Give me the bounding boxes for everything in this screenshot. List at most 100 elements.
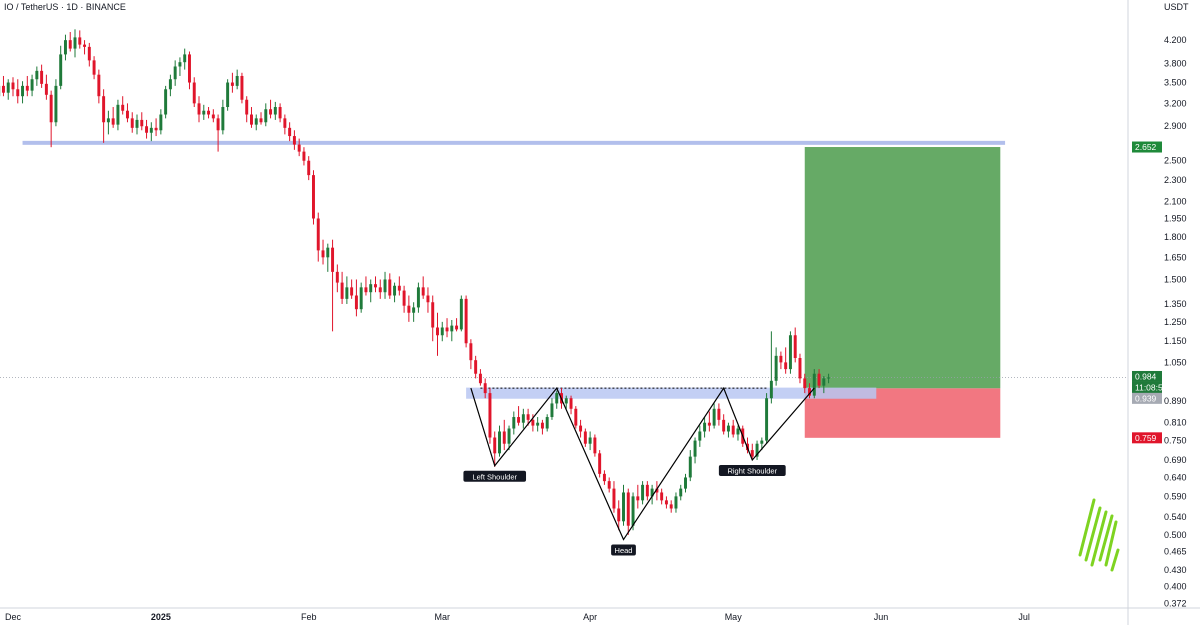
candle-body (803, 378, 807, 389)
y-tick-label: 0.590 (1164, 491, 1187, 501)
candle-body (364, 287, 368, 293)
candle-body (684, 477, 687, 489)
candle (426, 287, 430, 313)
candle (249, 107, 253, 128)
candle-body (245, 99, 249, 115)
candle (321, 239, 325, 265)
candle-body (35, 70, 39, 80)
candle-body (159, 114, 163, 131)
candle-body (249, 114, 253, 125)
candle-body (326, 247, 330, 258)
candle-body (641, 484, 645, 501)
candle (598, 450, 602, 478)
candle-body (583, 431, 587, 444)
candle-body (698, 431, 702, 441)
candle-body (135, 119, 139, 128)
candle-body (416, 287, 420, 308)
zones-layer (0, 140, 1128, 438)
y-tick-label: 1.950 (1164, 213, 1187, 223)
candle-body (40, 70, 44, 84)
candle-body (49, 94, 53, 123)
candle (760, 437, 764, 451)
candle (536, 417, 540, 432)
x-tick-label: Feb (301, 612, 317, 622)
candle (641, 481, 645, 505)
candle-body (512, 417, 516, 429)
candle-body (688, 456, 692, 478)
candle (545, 414, 549, 432)
x-tick-label: Apr (583, 612, 597, 622)
candle-body (555, 393, 559, 404)
candle-body (445, 327, 449, 332)
candle (607, 477, 611, 493)
candle (812, 369, 816, 399)
y-tick-label: 1.350 (1164, 299, 1187, 309)
candle-body (97, 74, 101, 97)
candle-body (54, 85, 58, 123)
candle (326, 243, 330, 272)
candle-body (760, 440, 764, 444)
logo-stroke (1110, 548, 1120, 572)
candle-body (254, 118, 258, 125)
candle-body (531, 419, 535, 426)
y-tick-label: 4.200 (1164, 35, 1187, 45)
candle-body (822, 378, 826, 386)
candle (660, 488, 664, 505)
candle (226, 79, 230, 111)
candle (202, 104, 206, 120)
candle (68, 31, 72, 52)
y-tick-label: 0.400 (1164, 582, 1187, 592)
candle-body (335, 271, 339, 283)
logo-stroke (1090, 510, 1108, 567)
candle (731, 419, 735, 438)
candle-body (798, 357, 802, 379)
candle (44, 74, 48, 100)
candle-body (469, 343, 473, 361)
x-tick-label: Jul (1018, 612, 1030, 622)
logo-stroke (1078, 498, 1096, 557)
candle (827, 373, 831, 384)
candle (684, 473, 687, 493)
candle-body (426, 295, 430, 303)
candle (302, 147, 306, 166)
candle (292, 130, 296, 150)
candle (30, 74, 34, 97)
candle (359, 282, 363, 313)
candle-body (674, 496, 678, 509)
candle (431, 295, 435, 342)
candle (622, 484, 625, 526)
candle-body (125, 110, 129, 119)
candle-body (30, 79, 34, 91)
logo-stroke (1104, 520, 1118, 567)
logo-stroke (1098, 514, 1114, 562)
candle-body (827, 377, 831, 379)
candle-body (774, 355, 778, 381)
candle (374, 276, 377, 293)
candle (693, 437, 697, 464)
candle-body (784, 362, 788, 370)
y-tick-label: 3.200 (1164, 98, 1187, 108)
candle-body (25, 85, 29, 91)
candle (183, 48, 187, 70)
candle (755, 440, 759, 460)
currency-label: USDT (1164, 2, 1189, 12)
candle-body (83, 44, 87, 47)
candle-body (526, 414, 530, 420)
candle-body (536, 422, 540, 426)
x-tick-label: Mar (435, 612, 451, 622)
candle (436, 312, 439, 356)
candle-body (574, 408, 578, 426)
candle (416, 282, 420, 313)
candle (397, 276, 401, 296)
candle (769, 331, 773, 404)
candle (793, 327, 797, 363)
candle-body (507, 428, 511, 444)
candle-body (388, 279, 392, 296)
candle-body (283, 118, 287, 128)
candle-body (340, 282, 344, 299)
candle-body (288, 127, 292, 137)
candle (464, 295, 468, 348)
candle-body (192, 82, 196, 104)
